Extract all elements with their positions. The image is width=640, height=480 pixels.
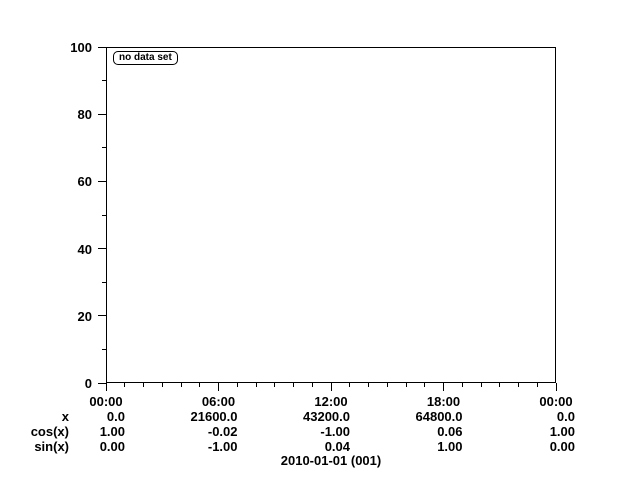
readout-value: 21600.0 <box>190 409 238 424</box>
x-minor-tick <box>161 383 163 387</box>
x-major-tick <box>443 383 444 391</box>
readout-value: 43200.0 <box>303 409 350 424</box>
readout-value: 0.00 <box>549 439 575 454</box>
x-major-tick <box>330 383 332 391</box>
y-major-tick <box>98 315 106 317</box>
x-minor-tick <box>311 383 313 387</box>
legend-label: no data set <box>119 52 172 63</box>
y-major-tick <box>98 382 106 384</box>
x-minor-tick <box>518 383 519 387</box>
readout-value: -1.00 <box>320 424 350 439</box>
y-major-tick <box>98 46 106 48</box>
x-tick-label: 12:00 <box>314 394 348 409</box>
x-major-tick <box>105 383 107 391</box>
readout-value: -1.00 <box>207 439 238 454</box>
x-major-tick <box>555 383 557 391</box>
plot-area[interactable] <box>106 47 556 383</box>
x-tick-label: 00:00 <box>89 394 123 409</box>
x-minor-tick <box>480 383 482 387</box>
readout-value: 64800.0 <box>415 409 463 424</box>
readout-row-label: cos(x) <box>30 424 69 439</box>
x-minor-tick <box>349 383 351 387</box>
x-minor-tick <box>124 383 126 387</box>
y-major-tick <box>98 113 106 115</box>
legend: no data set <box>113 51 178 65</box>
y-minor-tick <box>102 281 106 283</box>
y-major-tick <box>98 248 106 250</box>
y-tick-label: 0 <box>84 376 92 391</box>
readout-value: 0.0 <box>556 409 575 424</box>
readout-value: 1.00 <box>437 439 463 454</box>
y-major-tick <box>98 180 106 182</box>
y-minor-tick <box>102 147 106 149</box>
x-major-tick <box>218 383 219 391</box>
y-tick-label: 40 <box>77 241 92 257</box>
x-minor-tick <box>368 383 369 387</box>
readout-value: 0.06 <box>437 424 463 439</box>
x-minor-tick <box>199 383 201 387</box>
x-tick-label: 06:00 <box>201 394 236 409</box>
y-tick-label: 80 <box>77 107 92 123</box>
y-tick-label: 20 <box>77 308 92 324</box>
y-minor-tick <box>102 214 106 216</box>
x-minor-tick <box>499 383 501 387</box>
readout-row-label: x <box>61 409 69 424</box>
x-minor-tick <box>536 383 538 387</box>
readout-value: 0.04 <box>324 439 350 454</box>
y-tick-label: 60 <box>77 174 92 190</box>
readout-value: 1.00 <box>99 424 125 439</box>
y-minor-tick <box>102 348 106 350</box>
readout-value: -0.02 <box>207 424 238 439</box>
readout-value: 0.0 <box>106 409 125 424</box>
x-minor-tick <box>461 383 463 387</box>
y-minor-tick <box>102 80 106 82</box>
x-minor-tick <box>274 383 276 387</box>
x-minor-tick <box>236 383 238 387</box>
x-minor-tick <box>143 383 144 387</box>
x-minor-tick <box>386 383 388 387</box>
x-minor-tick <box>424 383 426 387</box>
y-tick-label: 100 <box>70 40 92 55</box>
x-minor-tick <box>255 383 257 387</box>
x-minor-tick <box>405 383 407 387</box>
readout-value: 0.00 <box>99 439 125 454</box>
date-label: 2010-01-01 (001) <box>280 453 382 468</box>
readout-value: 1.00 <box>549 424 575 439</box>
x-tick-label: 18:00 <box>426 394 461 409</box>
x-minor-tick <box>180 383 182 387</box>
x-minor-tick <box>293 383 294 387</box>
x-tick-label: 00:00 <box>539 394 573 409</box>
readout-row-label: sin(x) <box>34 439 69 454</box>
